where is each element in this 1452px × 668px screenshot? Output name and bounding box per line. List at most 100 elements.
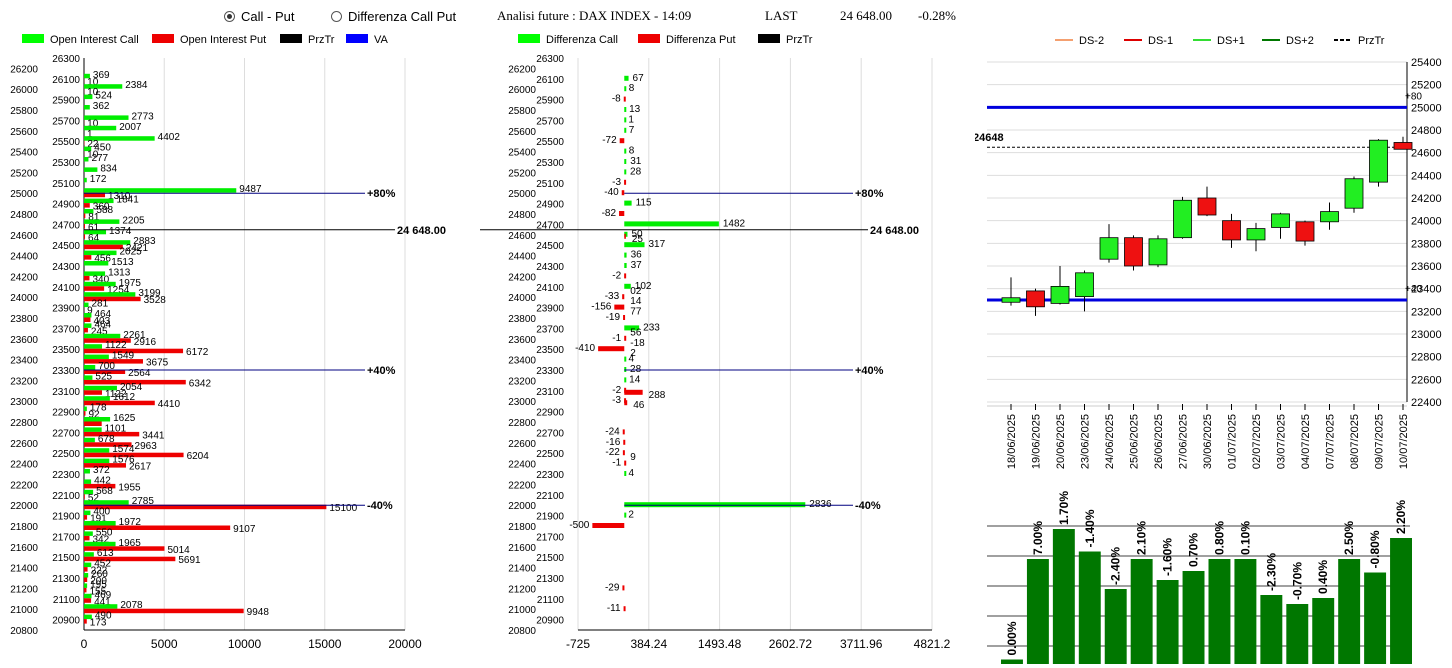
legend-label: PrzTr [308, 34, 335, 46]
put-value-label: 61 [88, 222, 100, 233]
diff-value-label: -82 [602, 208, 617, 219]
open-interest-chart: Open Interest Call Open Interest Put PrzTr… [10, 34, 446, 651]
change-value: -0.28% [918, 8, 956, 23]
strike-label-left: 22400 [10, 460, 38, 471]
date-label: 27/06/2025 [1178, 414, 1190, 469]
diff-bar [624, 460, 627, 466]
call-bar [84, 479, 92, 484]
pct-label: 0.10% [1238, 521, 1252, 555]
x-tick-label: 20000 [388, 637, 422, 651]
diff-value-label: -500 [569, 520, 589, 531]
diff-bar [624, 512, 627, 518]
diff-bar [624, 356, 627, 362]
strike-label: 25300 [52, 158, 80, 169]
diff-value-label: -8 [612, 94, 621, 105]
diff-value-label: -72 [602, 135, 617, 146]
call-bar [84, 188, 237, 193]
date-label: 23/06/2025 [1080, 414, 1092, 469]
call-bar [84, 136, 155, 141]
strike-label-left: 23600 [508, 335, 536, 346]
radio-differenza[interactable]: Differenza Call Put [331, 9, 456, 24]
call-value-label: 1122 [105, 340, 127, 351]
put-bar [84, 234, 86, 239]
put-value-label: 360 [93, 202, 110, 213]
pct-label: 0.80% [1212, 521, 1226, 555]
diff-bar [623, 315, 626, 320]
call-value-label: 260 [91, 569, 108, 580]
strike-label: 21100 [537, 595, 565, 606]
diff-bar [624, 273, 627, 279]
date-label: 08/07/2025 [1349, 414, 1361, 469]
diff-bar [624, 179, 627, 185]
date-label: 04/07/2025 [1300, 414, 1312, 469]
diff-bar [624, 263, 627, 268]
strike-label: 23700 [536, 324, 564, 335]
va-line-label: +80 [1405, 91, 1422, 102]
strike-label-left: 23000 [10, 397, 38, 408]
pct-bar [1078, 551, 1101, 664]
strike-label-left: 23200 [10, 376, 38, 387]
strike-label-left: 26000 [508, 85, 536, 96]
call-value-label: 1101 [105, 423, 127, 434]
call-value-label: 9487 [239, 184, 262, 195]
date-label: 01/07/2025 [1227, 414, 1239, 469]
diff-value-label: -11 [607, 603, 621, 614]
call-bar [84, 219, 120, 224]
legend-label: Open Interest Put [180, 34, 266, 46]
put-bar [84, 369, 126, 374]
strike-label-left: 23800 [10, 314, 38, 325]
strike-label: 21500 [536, 553, 564, 564]
strike-label: 22500 [536, 449, 564, 460]
call-value-label: 678 [98, 434, 115, 445]
strike-label-left: 25600 [508, 127, 536, 138]
strike-label-left: 25200 [508, 168, 536, 179]
put-bar [84, 192, 106, 198]
diff-bar [624, 200, 632, 206]
call-value-label: 1841 [117, 195, 140, 206]
call-value-label: 195 [90, 579, 107, 590]
diff-value-label: 13 [629, 104, 641, 115]
date-label: 10/07/2025 [1398, 414, 1410, 469]
strike-label: 21300 [536, 574, 564, 585]
diff-bar [624, 86, 627, 92]
strike-label: 21900 [52, 512, 80, 523]
put-bar [84, 244, 123, 250]
diff-value-label: -1 [612, 458, 621, 469]
strike-label: 26300 [536, 54, 564, 65]
radio-call-put[interactable]: Call - Put [224, 9, 294, 24]
radio-unselected-icon[interactable] [331, 11, 342, 22]
put-value-label: 2564 [128, 368, 151, 379]
put-value-label: 2916 [134, 337, 157, 348]
strike-label-left: 22600 [10, 439, 38, 450]
call-value-label: 281 [92, 299, 109, 310]
strike-label: 22100 [536, 491, 564, 502]
pct-bar [1130, 559, 1153, 664]
strike-label: 24700 [536, 220, 564, 231]
y-tick-label: 24000 [1411, 216, 1442, 228]
put-bar [84, 379, 186, 385]
ref-line-label: +80% [367, 188, 396, 200]
diff-value-label: 31 [630, 156, 642, 167]
put-bar [84, 255, 92, 260]
diff-put-label: 2 [630, 348, 636, 359]
call-bar [84, 209, 94, 214]
diff-bar [624, 127, 627, 133]
diff-put-bar [624, 400, 628, 406]
ref-line-label: -40% [367, 500, 393, 512]
call-bar [84, 250, 117, 256]
page-title: Analisi future : DAX INDEX - 14:09 [497, 8, 692, 23]
diff-put-bar [624, 233, 626, 239]
call-bar [84, 333, 121, 339]
call-bar [84, 385, 117, 391]
put-value-label: 222 [91, 566, 108, 577]
differenza-chart: Differenza Call Differenza Put PrzTr -725 38… [480, 34, 951, 651]
put-value-label: 1122 [105, 389, 127, 400]
diff-bar [598, 346, 625, 352]
pct-label: -2.30% [1264, 553, 1278, 591]
x-tick-label: 2602.72 [769, 637, 813, 651]
radio-selected-icon[interactable] [224, 11, 235, 22]
diff-value-label: 37 [631, 260, 643, 271]
diff-value-label: 233 [643, 322, 660, 333]
y-tick-label: 23600 [1411, 261, 1442, 273]
call-bar [84, 115, 129, 120]
